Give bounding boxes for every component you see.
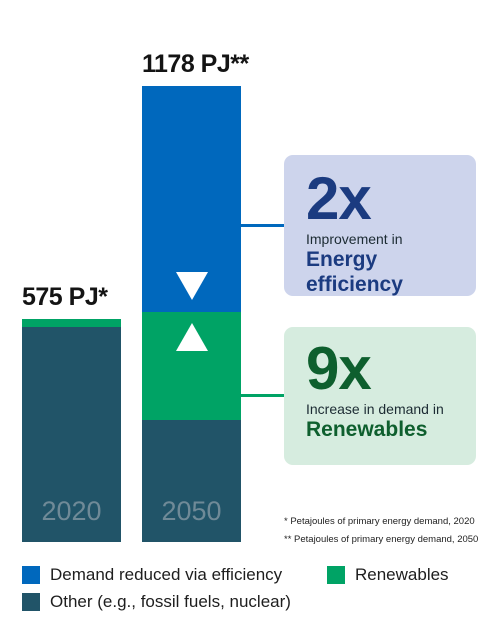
legend-swatch-other xyxy=(22,593,40,611)
total-label-2020: 575 PJ* xyxy=(22,283,108,312)
legend-swatch-efficiency xyxy=(22,566,40,584)
efficiency-multiplier: 2x xyxy=(306,165,372,232)
legend-label-renewables: Renewables xyxy=(355,565,449,584)
footnote-2050: ** Petajoules of primary energy demand, … xyxy=(284,534,479,545)
total-label-2050: 1178 PJ** xyxy=(142,50,249,78)
legend-label-other: Other (e.g., fossil fuels, nuclear) xyxy=(50,592,291,611)
connector-efficiency xyxy=(241,224,284,227)
up-triangle-icon xyxy=(175,322,208,351)
callout-renewables: 9x Increase in demand in Renewables xyxy=(284,327,476,465)
bar-2020-other-e xyxy=(22,327,121,542)
callout-efficiency: 2x Improvement in Energy efficiency xyxy=(284,155,476,296)
legend-item-efficiency: Demand reduced via efficiency xyxy=(22,565,282,585)
renewables-caption: Increase in demand in xyxy=(306,401,444,417)
year-label-2020: 2020 xyxy=(41,496,102,526)
connector-renewables xyxy=(241,394,284,397)
renewables-label: Renewables xyxy=(306,418,428,441)
efficiency-caption: Improvement in xyxy=(306,231,403,247)
bar-2050-other-e xyxy=(142,420,241,542)
chart-area: 575 PJ* 2020 1178 PJ** 2050 xyxy=(22,50,249,542)
legend-item-other: Other (e.g., fossil fuels, nuclear) xyxy=(22,592,291,612)
year-label-2050: 2050 xyxy=(161,496,222,526)
legend-swatch-renewables xyxy=(327,566,345,584)
footnote-2020: * Petajoules of primary energy demand, 2… xyxy=(284,516,475,527)
down-triangle-icon xyxy=(175,271,208,300)
legend-item-renewables: Renewables xyxy=(327,565,449,585)
bar-2020-renewables xyxy=(22,319,121,328)
legend-label-efficiency: Demand reduced via efficiency xyxy=(50,565,283,584)
efficiency-label: Energy efficiency xyxy=(306,248,403,296)
renewables-multiplier: 9x xyxy=(306,335,372,402)
